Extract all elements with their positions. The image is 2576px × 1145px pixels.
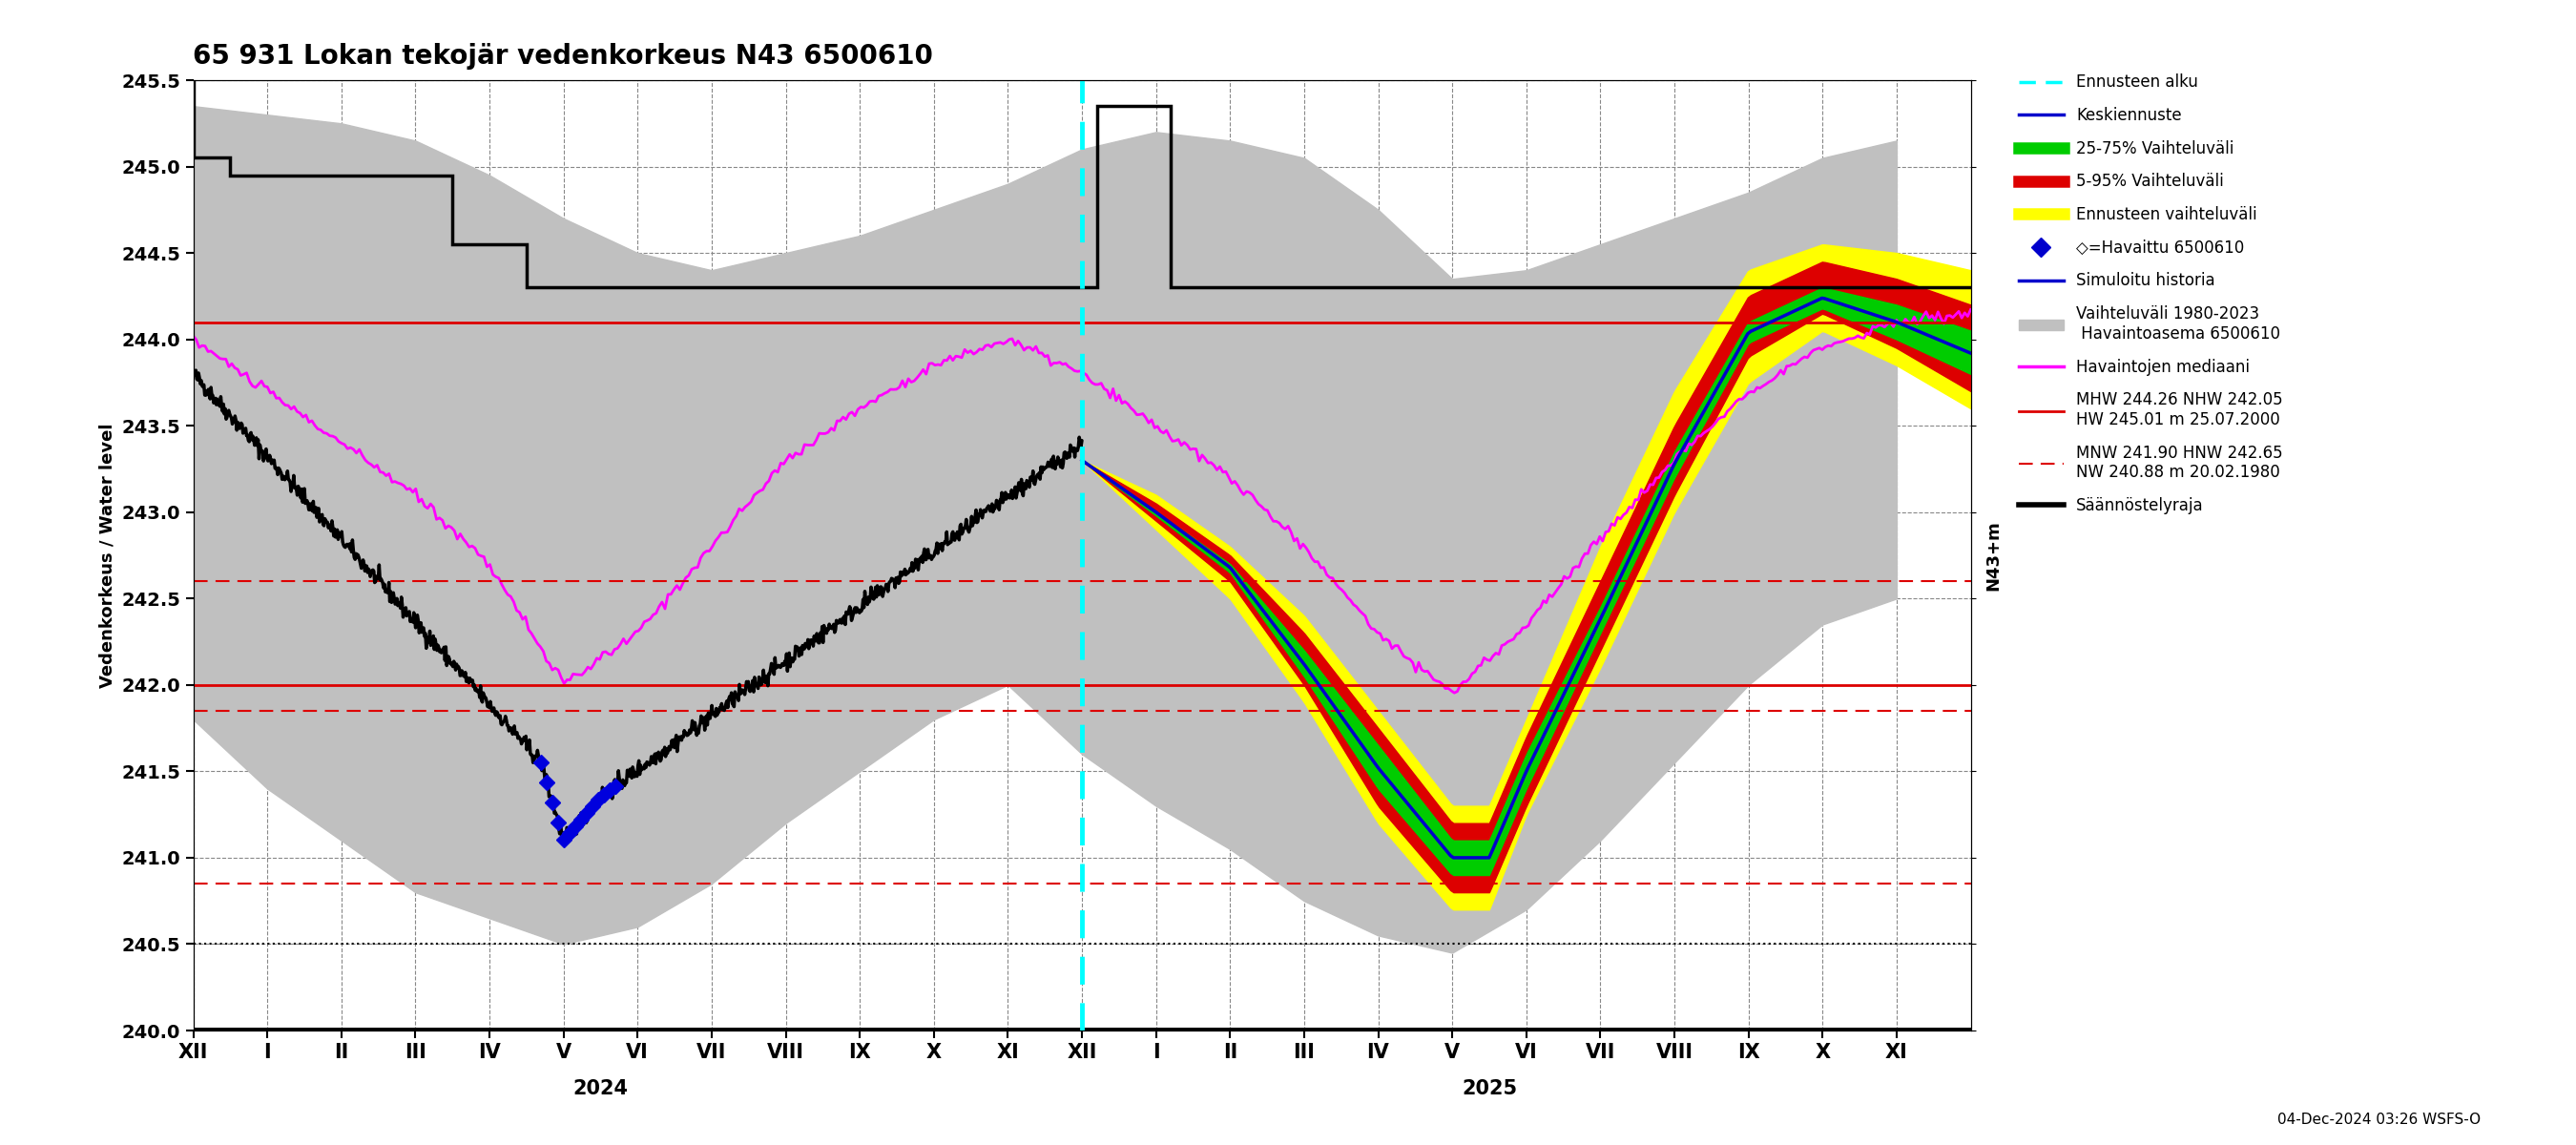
Text: 2024: 2024 (572, 1079, 629, 1098)
Text: 65 931 Lokan tekojär vedenkorkeus N43 6500610: 65 931 Lokan tekojär vedenkorkeus N43 65… (193, 44, 933, 70)
Y-axis label: Vedenkorkeus / Water level: Vedenkorkeus / Water level (98, 423, 116, 688)
Text: 2025: 2025 (1461, 1079, 1517, 1098)
Y-axis label: N43+m: N43+m (1986, 520, 2002, 591)
Legend: Ennusteen alku, Keskiennuste, 25-75% Vaihteluväli, 5-95% Vaihteluväli, Ennusteen: Ennusteen alku, Keskiennuste, 25-75% Vai… (2014, 69, 2287, 519)
Text: 04-Dec-2024 03:26 WSFS-O: 04-Dec-2024 03:26 WSFS-O (2277, 1113, 2481, 1127)
